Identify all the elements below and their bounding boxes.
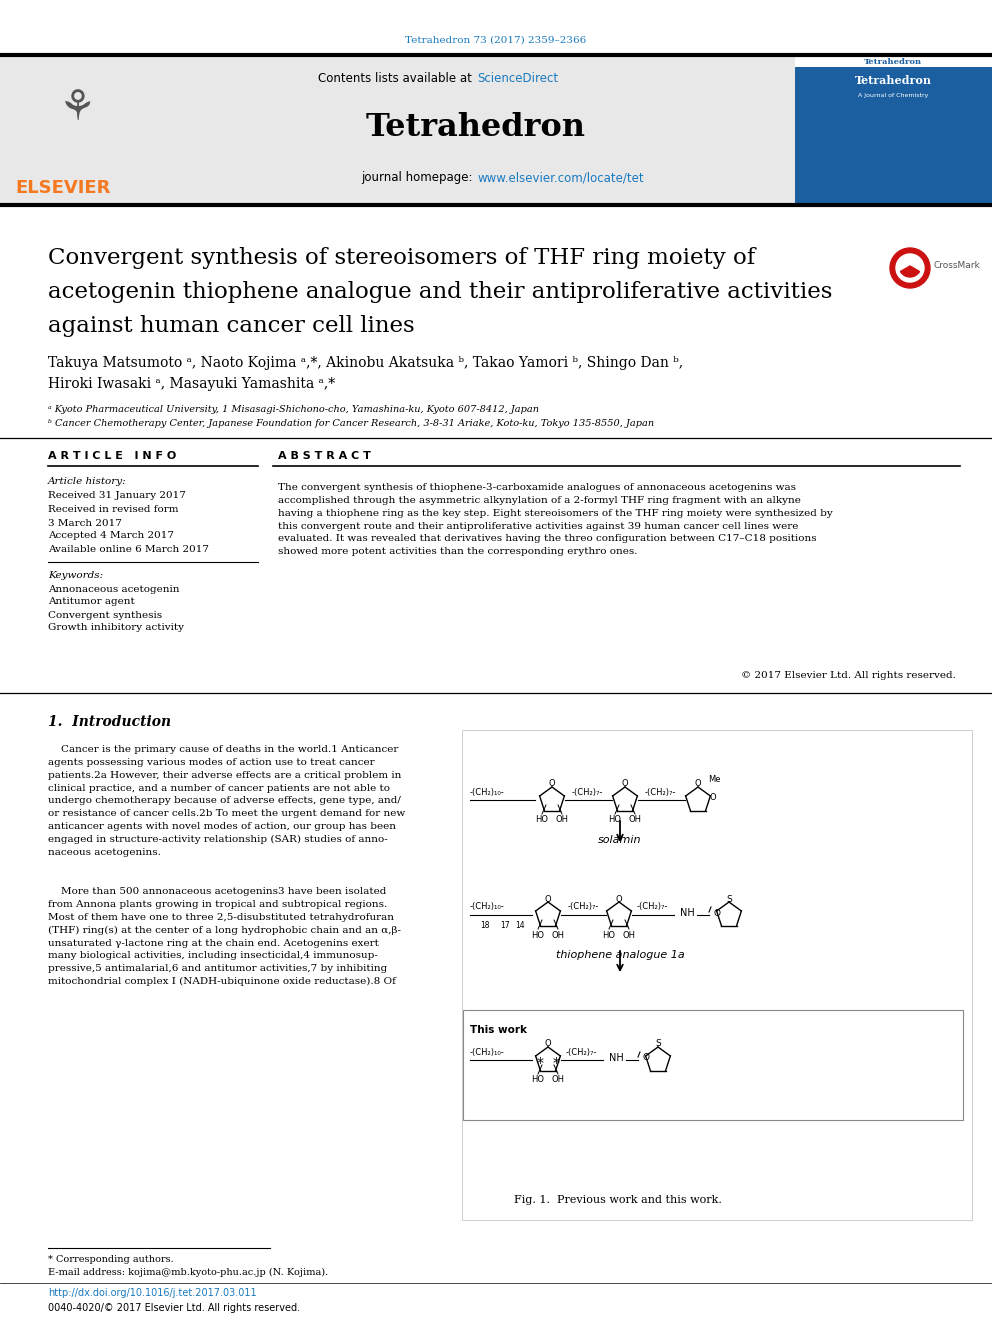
Text: HO: HO	[532, 930, 545, 939]
Bar	[795, 56, 992, 205]
Text: O: O	[545, 1040, 552, 1049]
Text: O: O	[616, 894, 622, 904]
Text: HO: HO	[608, 815, 622, 824]
Text: -(CH₂)₇-: -(CH₂)₇-	[645, 787, 676, 796]
Circle shape	[890, 247, 930, 288]
Text: Contents lists available at: Contents lists available at	[318, 71, 476, 85]
Text: Available online 6 March 2017: Available online 6 March 2017	[48, 545, 209, 553]
Text: journal homepage:: journal homepage:	[361, 172, 476, 184]
Text: A B S T R A C T: A B S T R A C T	[278, 451, 371, 460]
Text: E-mail address: kojima@mb.kyoto-phu.ac.jp (N. Kojima).: E-mail address: kojima@mb.kyoto-phu.ac.j…	[48, 1267, 328, 1277]
Text: Received 31 January 2017: Received 31 January 2017	[48, 492, 186, 500]
Text: NH: NH	[609, 1053, 623, 1062]
Text: © 2017 Elsevier Ltd. All rights reserved.: © 2017 Elsevier Ltd. All rights reserved…	[741, 671, 956, 680]
Text: Fig. 1.  Previous work and this work.: Fig. 1. Previous work and this work.	[514, 1195, 722, 1205]
Text: Cancer is the primary cause of deaths in the world.1 Anticancer
agents possessin: Cancer is the primary cause of deaths in…	[48, 745, 406, 857]
Text: www.elsevier.com/locate/tet: www.elsevier.com/locate/tet	[477, 172, 644, 184]
Text: CrossMark: CrossMark	[933, 261, 980, 270]
Text: 3 March 2017: 3 March 2017	[48, 519, 122, 528]
Text: ScienceDirect: ScienceDirect	[477, 71, 558, 85]
Text: solamin: solamin	[598, 835, 642, 845]
Bar	[795, 56, 992, 67]
Text: ELSEVIER: ELSEVIER	[15, 179, 110, 197]
Text: A Journal of Chemistry: A Journal of Chemistry	[858, 93, 929, 98]
Text: Received in revised form: Received in revised form	[48, 505, 179, 515]
Text: Tetrahedron: Tetrahedron	[854, 74, 931, 86]
Text: Growth inhibitory activity: Growth inhibitory activity	[48, 623, 184, 632]
Text: NH: NH	[680, 908, 694, 918]
Text: HO: HO	[536, 815, 549, 824]
Bar	[155, 56, 795, 205]
Text: Keywords:: Keywords:	[48, 570, 103, 579]
Text: ⚘: ⚘	[60, 87, 96, 130]
Text: *: *	[537, 1056, 544, 1070]
Text: S: S	[655, 1040, 661, 1049]
Text: OH: OH	[556, 815, 568, 824]
Text: Tetrahedron: Tetrahedron	[864, 58, 922, 66]
Text: -(CH₂)₁₀-: -(CH₂)₁₀-	[470, 1048, 505, 1057]
Bar	[0, 56, 155, 205]
Text: * Corresponding authors.: * Corresponding authors.	[48, 1256, 174, 1265]
Text: thiophene analogue 1a: thiophene analogue 1a	[556, 950, 684, 960]
Text: Convergent synthesis: Convergent synthesis	[48, 610, 162, 619]
Text: Convergent synthesis of stereoisomers of THF ring moiety of: Convergent synthesis of stereoisomers of…	[48, 247, 755, 269]
Text: O: O	[709, 792, 716, 802]
Text: Tetrahedron: Tetrahedron	[366, 112, 586, 143]
Text: Accepted 4 March 2017: Accepted 4 March 2017	[48, 532, 174, 541]
Text: O: O	[549, 779, 556, 789]
Text: ᵃ Kyoto Pharmaceutical University, 1 Misasagi-Shichono-cho, Yamashina-ku, Kyoto : ᵃ Kyoto Pharmaceutical University, 1 Mis…	[48, 406, 539, 414]
Text: 18: 18	[480, 921, 490, 930]
Text: ᵇ Cancer Chemotherapy Center, Japanese Foundation for Cancer Research, 3-8-31 Ar: ᵇ Cancer Chemotherapy Center, Japanese F…	[48, 419, 654, 429]
Text: HO: HO	[532, 1076, 545, 1085]
Text: -(CH₂)₁₀-: -(CH₂)₁₀-	[470, 902, 505, 912]
Text: 0040-4020/© 2017 Elsevier Ltd. All rights reserved.: 0040-4020/© 2017 Elsevier Ltd. All right…	[48, 1303, 301, 1312]
Text: Article history:: Article history:	[48, 478, 127, 487]
Text: 1.  Introduction: 1. Introduction	[48, 714, 172, 729]
Text: -(CH₂)₇-: -(CH₂)₇-	[565, 1048, 596, 1057]
Text: -(CH₂)₇-: -(CH₂)₇-	[567, 902, 599, 912]
Circle shape	[896, 254, 924, 282]
Text: OH: OH	[623, 930, 636, 939]
Text: A R T I C L E   I N F O: A R T I C L E I N F O	[48, 451, 177, 460]
Text: Takuya Matsumoto ᵃ, Naoto Kojima ᵃ,*, Akinobu Akatsuka ᵇ, Takao Yamori ᵇ, Shingo: Takuya Matsumoto ᵃ, Naoto Kojima ᵃ,*, Ak…	[48, 356, 683, 370]
Text: O: O	[545, 894, 552, 904]
Text: -(CH₂)₁₀-: -(CH₂)₁₀-	[470, 787, 505, 796]
Text: OH: OH	[552, 1076, 564, 1085]
Wedge shape	[901, 266, 920, 277]
Text: O: O	[713, 909, 720, 917]
Text: Antitumor agent: Antitumor agent	[48, 598, 135, 606]
Text: acetogenin thiophene analogue and their antiproliferative activities: acetogenin thiophene analogue and their …	[48, 280, 832, 303]
Text: *: *	[553, 1056, 559, 1070]
Text: against human cancer cell lines: against human cancer cell lines	[48, 315, 415, 337]
Text: More than 500 annonaceous acetogenins3 have been isolated
from Annona plants gro: More than 500 annonaceous acetogenins3 h…	[48, 886, 401, 987]
Text: O: O	[643, 1053, 650, 1062]
Text: 14: 14	[515, 921, 525, 930]
Text: Hiroki Iwasaki ᵃ, Masayuki Yamashita ᵃ,*: Hiroki Iwasaki ᵃ, Masayuki Yamashita ᵃ,*	[48, 377, 335, 392]
Text: OH: OH	[552, 930, 564, 939]
Text: O: O	[694, 779, 701, 789]
Text: -(CH₂)₇-: -(CH₂)₇-	[571, 787, 603, 796]
Text: Tetrahedron 73 (2017) 2359–2366: Tetrahedron 73 (2017) 2359–2366	[406, 36, 586, 45]
Text: HO: HO	[602, 930, 615, 939]
Text: Me: Me	[708, 775, 720, 785]
Text: O: O	[622, 779, 628, 789]
Text: Annonaceous acetogenin: Annonaceous acetogenin	[48, 585, 180, 594]
Text: This work: This work	[470, 1025, 527, 1035]
Text: S: S	[726, 894, 732, 904]
Text: http://dx.doi.org/10.1016/j.tet.2017.03.011: http://dx.doi.org/10.1016/j.tet.2017.03.…	[48, 1289, 257, 1298]
Text: The convergent synthesis of thiophene-3-carboxamide analogues of annonaceous ace: The convergent synthesis of thiophene-3-…	[278, 483, 832, 556]
FancyBboxPatch shape	[463, 1009, 963, 1121]
Bar	[462, 730, 972, 1220]
Text: OH: OH	[629, 815, 642, 824]
Text: 17: 17	[500, 921, 510, 930]
Text: -(CH₂)₇-: -(CH₂)₇-	[636, 902, 668, 912]
